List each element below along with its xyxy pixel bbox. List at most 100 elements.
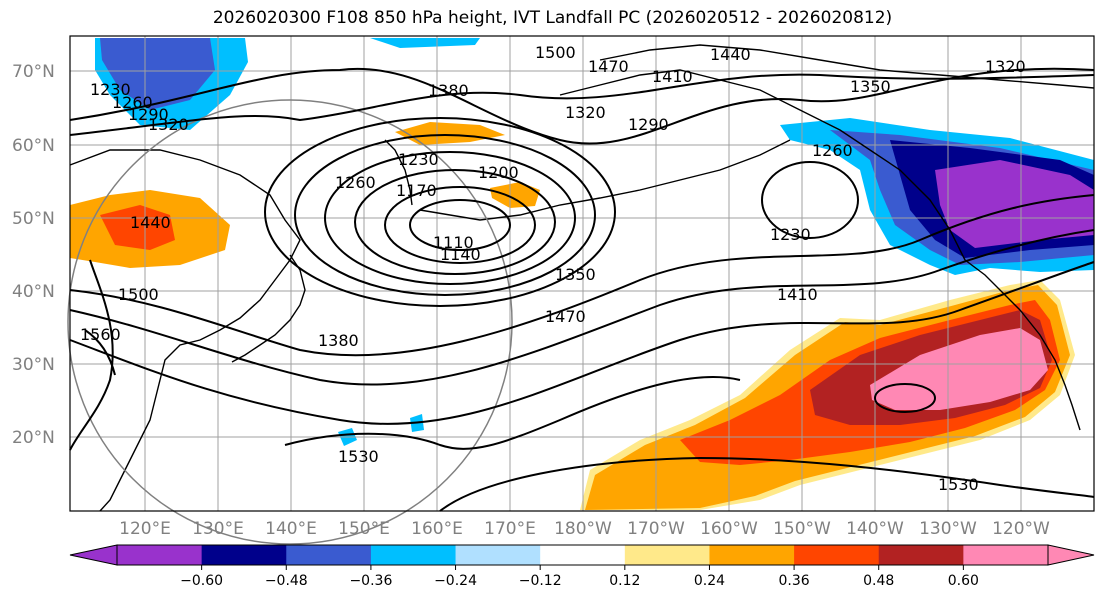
contour-label: 1470 [588,57,629,76]
lon-label: 160°W [700,519,758,539]
coast-japan [231,254,306,363]
colorbar-tick-label: 0.36 [779,573,810,589]
coast-asia [69,149,301,512]
contour-low-5 [294,134,596,296]
contour-label: 1410 [777,285,818,304]
contour-label: 1230 [398,150,439,169]
contour-low-2 [384,186,536,264]
lat-label: 20°N [12,428,55,448]
contour-label: 1530 [938,475,979,494]
colorbar-bin [286,545,372,565]
colorbar-tick-label: 0.24 [694,573,725,589]
contour-label: 1200 [478,163,519,182]
colorbar-tick-label: −0.48 [265,573,308,589]
shade-pos-w-red [100,205,175,250]
colorbar-bin [709,545,795,565]
contour-wave-3 [69,194,1095,357]
contour-label-group: 1500 1470 1410 1440 1380 1350 1320 1290 … [80,43,1026,494]
colorbar-tick-label: 0.12 [609,573,640,589]
contour-west-1 [69,259,114,451]
colorbar: −0.60 −0.48 −0.36 −0.24 −0.12 0.12 0.24 0.36 0.4… [69,544,1095,589]
contour-label: 1260 [335,173,376,192]
contour-label: 1530 [338,447,379,466]
lon-label: 120°E [119,519,171,539]
colorbar-bin [878,545,964,565]
lat-label: 30°N [12,355,55,375]
longitude-axis: 120°E 130°E 140°E 150°E 160°E 170°E 180°… [119,519,1050,539]
contour-label: 1440 [130,213,171,232]
shade-pos-patch-1 [395,122,505,145]
contour-label: 1350 [850,77,891,96]
contour-wave-6 [284,375,741,450]
coast-alaska [559,69,966,261]
contour-low-1 [409,199,511,251]
contour-low-3 [354,169,556,275]
contour-label: 1290 [628,115,669,134]
contour-west-2 [84,329,116,376]
contour-label: 1470 [545,307,586,326]
shade-pos-patch-2 [490,182,540,208]
colorbar-bin [455,545,541,565]
lon-label: 140°E [265,519,317,539]
contour-wave-7 [439,456,1095,512]
lon-label: 150°W [773,519,831,539]
contour-label: 1140 [440,245,481,264]
contour-wave-1 [69,67,1095,145]
lon-label: 130°W [919,519,977,539]
contour-label: 1380 [318,331,359,350]
contour-label: 1410 [652,67,693,86]
shade-neg-ne-purple [935,160,1094,248]
ivt-shading [70,38,1094,510]
contour-label: 1440 [710,45,751,64]
coast-kamchatka [384,139,413,206]
contour-label: 1560 [80,325,121,344]
range-circle [67,99,513,545]
height-contours [69,67,1095,512]
lat-label: 70°N [12,62,55,82]
lon-label: 150°E [338,519,390,539]
graticule [70,36,1094,511]
lon-label: 180°W [554,519,612,539]
contour-label: 1230 [90,80,131,99]
contour-wave-5 [69,261,1095,425]
contour-ne-low-1 [761,161,859,239]
contour-label: 1260 [812,141,853,160]
contour-se-small [874,383,936,413]
colorbar-bin [540,545,626,565]
contour-wave-4 [69,229,1095,386]
colorbar-tick-label: −0.12 [519,573,562,589]
plot-title: 2026020300 F108 850 hPa height, IVT Land… [212,8,893,28]
contour-label: 1350 [555,265,596,284]
colorbar-bin [963,545,1049,565]
contour-label: 1320 [985,57,1026,76]
colorbar-tick-label: 0.60 [948,573,979,589]
lat-label: 60°N [12,136,55,156]
lon-label: 160°E [411,519,463,539]
contour-low-4 [324,151,576,285]
shade-neg-top [370,38,480,48]
colorbar-extend-low [69,544,118,566]
contour-label: 1380 [428,81,469,100]
lat-label: 40°N [12,282,55,302]
colorbar-tick-label: 0.48 [863,573,894,589]
shade-neg-nw-mid [100,38,215,110]
lon-label: 140°W [846,519,904,539]
colorbar-bin [370,545,457,565]
colorbar-extend-high [1047,544,1095,566]
colorbar-bin [117,545,203,565]
coast-aleutians [419,139,791,221]
colorbar-tick-label: −0.36 [349,573,392,589]
contour-label: 1320 [565,103,606,122]
coastlines [69,44,1095,512]
contour-label: 1260 [112,93,153,112]
coast-arctic [599,44,1095,89]
contour-label: 1320 [148,115,189,134]
colorbar-tick-label: −0.24 [434,573,477,589]
contour-label: 1500 [118,285,159,304]
lon-label: 130°E [192,519,244,539]
colorbar-bin [201,545,287,565]
shade-pos-se-pink [870,328,1048,410]
contour-label: 1110 [433,233,474,252]
latitude-axis: 70°N 60°N 50°N 40°N 30°N 20°N [12,62,55,448]
lon-label: 120°W [992,519,1050,539]
